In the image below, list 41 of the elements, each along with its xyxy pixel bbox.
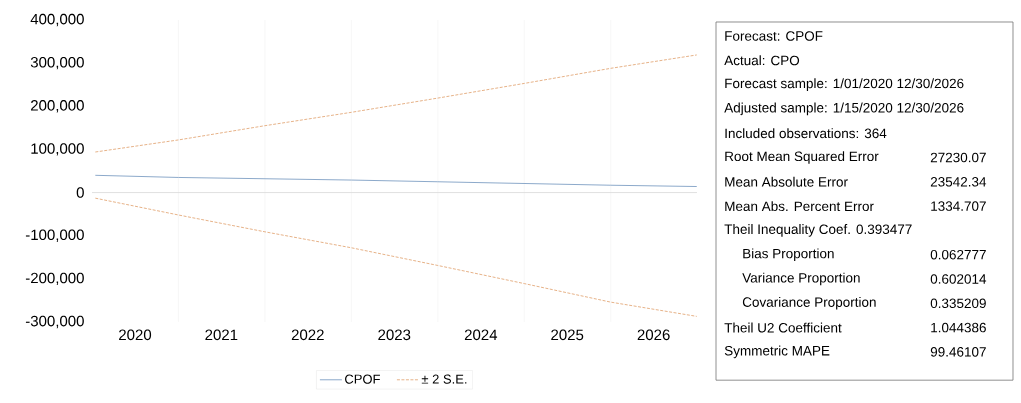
text: 27230.07: [930, 152, 986, 163]
x-tick-label: 2021: [205, 329, 238, 341]
text: Root Mean Squared Error: [725, 151, 879, 164]
y-tick-label: -100,000: [25, 229, 84, 242]
y-tick-label: 200,000: [31, 100, 84, 113]
x-tick-label: 2020: [119, 329, 152, 341]
text: 99.46107: [930, 347, 986, 357]
text: 1.044386: [931, 322, 986, 333]
text: Theil Inequality Coef. 0.393477: [724, 224, 912, 237]
legend-label: ± 2 S.E.: [421, 374, 467, 384]
text: Variance Proportion: [742, 272, 860, 286]
y-tick-label: 400,000: [30, 13, 84, 27]
x-tick-label: 2023: [378, 329, 411, 341]
x-tick-label: 2022: [291, 329, 324, 341]
y-tick-label: -300,000: [25, 315, 84, 329]
text: 0.602014: [930, 274, 987, 284]
text: Adjusted sample: 1/15/2020 12/30/2026: [724, 102, 964, 116]
text: 1334.707: [931, 201, 986, 211]
text: 0.335209: [930, 298, 986, 309]
text: Forecast sample: 1/01/2020 12/30/2026: [725, 78, 964, 91]
text: Bias Proportion: [743, 248, 834, 261]
text: Symmetric MAPE: [724, 345, 830, 359]
text: 23542.34: [930, 177, 987, 187]
x-tick-label: 2025: [551, 329, 584, 341]
legend-label: CPOF: [345, 374, 380, 384]
text: Mean Abs. Percent Error: [725, 201, 874, 212]
text: Covariance Proportion: [742, 296, 876, 310]
line-series: [94, 197, 698, 317]
text: Mean Absolute Error: [725, 176, 848, 187]
y-tick-label: 300,000: [30, 56, 84, 70]
line-series: [94, 54, 698, 153]
text: Actual: CPO: [724, 55, 800, 66]
y-tick-label: 100,000: [31, 143, 84, 156]
y-tick-label: 0: [76, 187, 84, 198]
x-tick-label: 2024: [464, 329, 498, 341]
x-tick-label: 2026: [637, 329, 670, 341]
text: Forecast: CPOF: [725, 31, 823, 41]
y-tick-label: -200,000: [25, 272, 84, 286]
text: Theil U2 Coefficient: [724, 322, 842, 333]
text: 0.062777: [930, 249, 986, 260]
text: Included observations: 364: [725, 128, 887, 139]
